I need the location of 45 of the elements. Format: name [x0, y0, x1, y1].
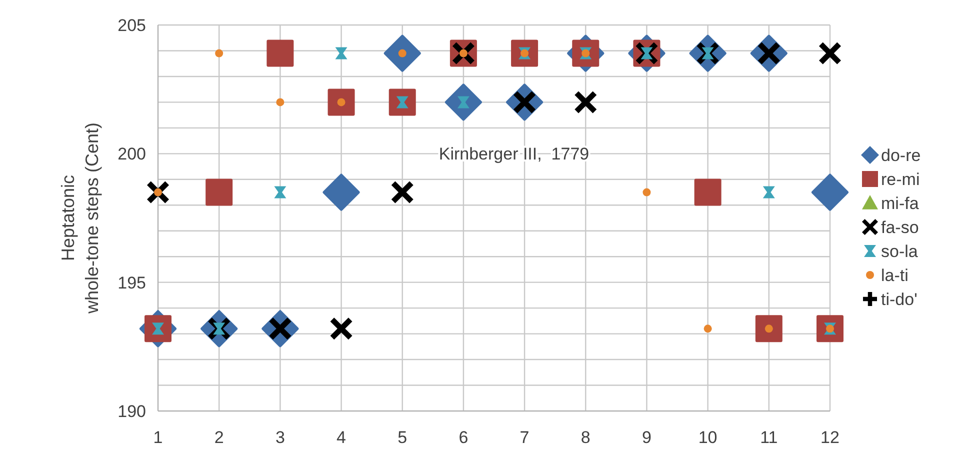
- point: [704, 324, 712, 333]
- point: [391, 181, 414, 204]
- point: [574, 91, 597, 114]
- x-tick-label: 2: [214, 428, 224, 447]
- legend-label: do-re: [881, 146, 921, 165]
- point: [812, 174, 848, 211]
- point: [215, 49, 224, 58]
- x-tick-label: 8: [580, 428, 590, 447]
- x-tick-label: 1: [153, 428, 163, 447]
- x-tick-label: 3: [275, 428, 285, 447]
- point: [819, 42, 841, 64]
- x-tick-label: 9: [642, 428, 652, 447]
- legend-label: so-la: [881, 242, 918, 261]
- legend-label: mi-fa: [881, 194, 920, 213]
- point: [694, 178, 722, 206]
- point: [322, 174, 360, 211]
- point: [276, 98, 284, 106]
- point: [642, 188, 651, 196]
- legend-label: re-mi: [881, 170, 920, 189]
- legend-label: la-ti: [881, 266, 908, 285]
- point: [762, 186, 775, 198]
- point: [206, 178, 233, 206]
- y-tick-label: 195: [118, 273, 146, 292]
- point: [335, 47, 348, 60]
- y-tick-label: 200: [118, 144, 146, 164]
- point: [328, 88, 355, 116]
- x-tick-label: 6: [458, 428, 468, 447]
- legend-label: fa-so: [881, 218, 919, 237]
- point: [755, 315, 782, 342]
- x-tick-label: 5: [398, 428, 408, 447]
- y-axis-title: Heptatonic whole-tone steps (Cent): [58, 122, 102, 315]
- annotation: Kirnberger III, 1779: [438, 144, 590, 164]
- point: [330, 318, 352, 340]
- point: [398, 49, 406, 58]
- x-tick-label: 11: [760, 428, 778, 447]
- x-tick-label: 4: [336, 428, 346, 447]
- legend-label: ti-do': [881, 290, 918, 309]
- x-tick-label: 7: [520, 428, 530, 447]
- point: [266, 40, 294, 67]
- x-tick-label: 12: [820, 428, 840, 447]
- point: [274, 186, 286, 198]
- x-tick-label: 10: [698, 428, 718, 447]
- y-tick-label: 205: [118, 16, 146, 35]
- y-tick-label: 190: [118, 402, 146, 421]
- point: [384, 34, 421, 72]
